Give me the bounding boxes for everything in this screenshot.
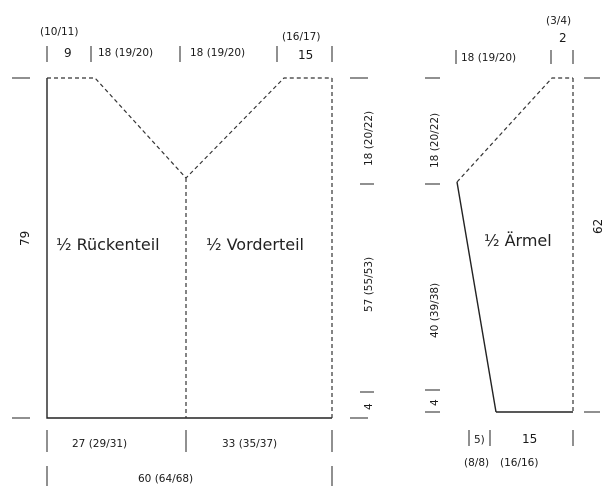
body-piece	[46, 77, 333, 419]
sleeve-bottom-a-alt: (8/8)	[464, 457, 489, 469]
measure-m4-alt: (16/17)	[282, 31, 320, 43]
measure-m1-alt: (10/11)	[40, 26, 78, 38]
top-measure-row: (10/11) 9 18 (19/20) 18 (19/20) (16/17) …	[40, 26, 333, 62]
sleeve-cap	[456, 77, 573, 183]
body-neck-depth: 18 (20/22)	[363, 111, 375, 166]
sleeve-top-width: 18 (19/20)	[461, 52, 516, 64]
body-total-height-dim: 79	[12, 77, 32, 419]
back-piece-label: ½ Rückenteil	[56, 235, 160, 254]
sleeve-cap-height: 18 (20/22)	[429, 113, 441, 168]
sleeve-label: ½ Ärmel	[484, 231, 552, 250]
sleeve-left-dims: 18 (20/22) 40 (39/38) 4	[425, 77, 441, 413]
sleeve-total-dim: 62	[584, 77, 605, 413]
sleeve-underarm-edge	[456, 181, 497, 413]
measure-m3: 18 (19/20)	[190, 47, 245, 59]
sleeve-bottom-a: 5)	[474, 434, 485, 446]
sleeve-bottom-dims: 5) 15 (8/8) (16/16)	[464, 430, 574, 469]
sleeve-bottom-b: 15	[522, 432, 537, 446]
body-neckline	[47, 77, 332, 179]
sleeve-bottom-b-alt: (16/16)	[500, 457, 538, 469]
front-piece-label: ½ Vorderteil	[206, 235, 304, 254]
sleeve-length: 40 (39/38)	[429, 283, 441, 338]
measure-m4: 15	[298, 48, 313, 62]
back-width: 27 (29/31)	[72, 438, 127, 450]
measure-m2: 18 (19/20)	[98, 47, 153, 59]
sleeve-top-alt: (3/4)	[546, 15, 571, 27]
body-side-height: 57 (55/53)	[363, 257, 375, 312]
body-right-dims: 18 (20/22) 57 (55/53) 4	[350, 77, 375, 419]
measure-m1: 9	[64, 46, 72, 60]
body-total-height: 79	[18, 231, 32, 246]
body-outline-solid	[46, 78, 332, 419]
sleeve-top-measure-row: (3/4) 2 18 (19/20)	[455, 15, 574, 64]
sleeve-total-length: 62	[591, 219, 605, 234]
body-bottom-dims: 27 (29/31) 33 (35/37) 60 (64/68)	[46, 430, 333, 486]
total-width: 60 (64/68)	[138, 473, 193, 485]
sleeve-top: 2	[559, 31, 567, 45]
sleeve-hem: 4	[429, 399, 441, 406]
body-hem: 4	[363, 403, 375, 410]
front-width: 33 (35/37)	[222, 438, 277, 450]
sleeve-piece	[456, 77, 574, 413]
